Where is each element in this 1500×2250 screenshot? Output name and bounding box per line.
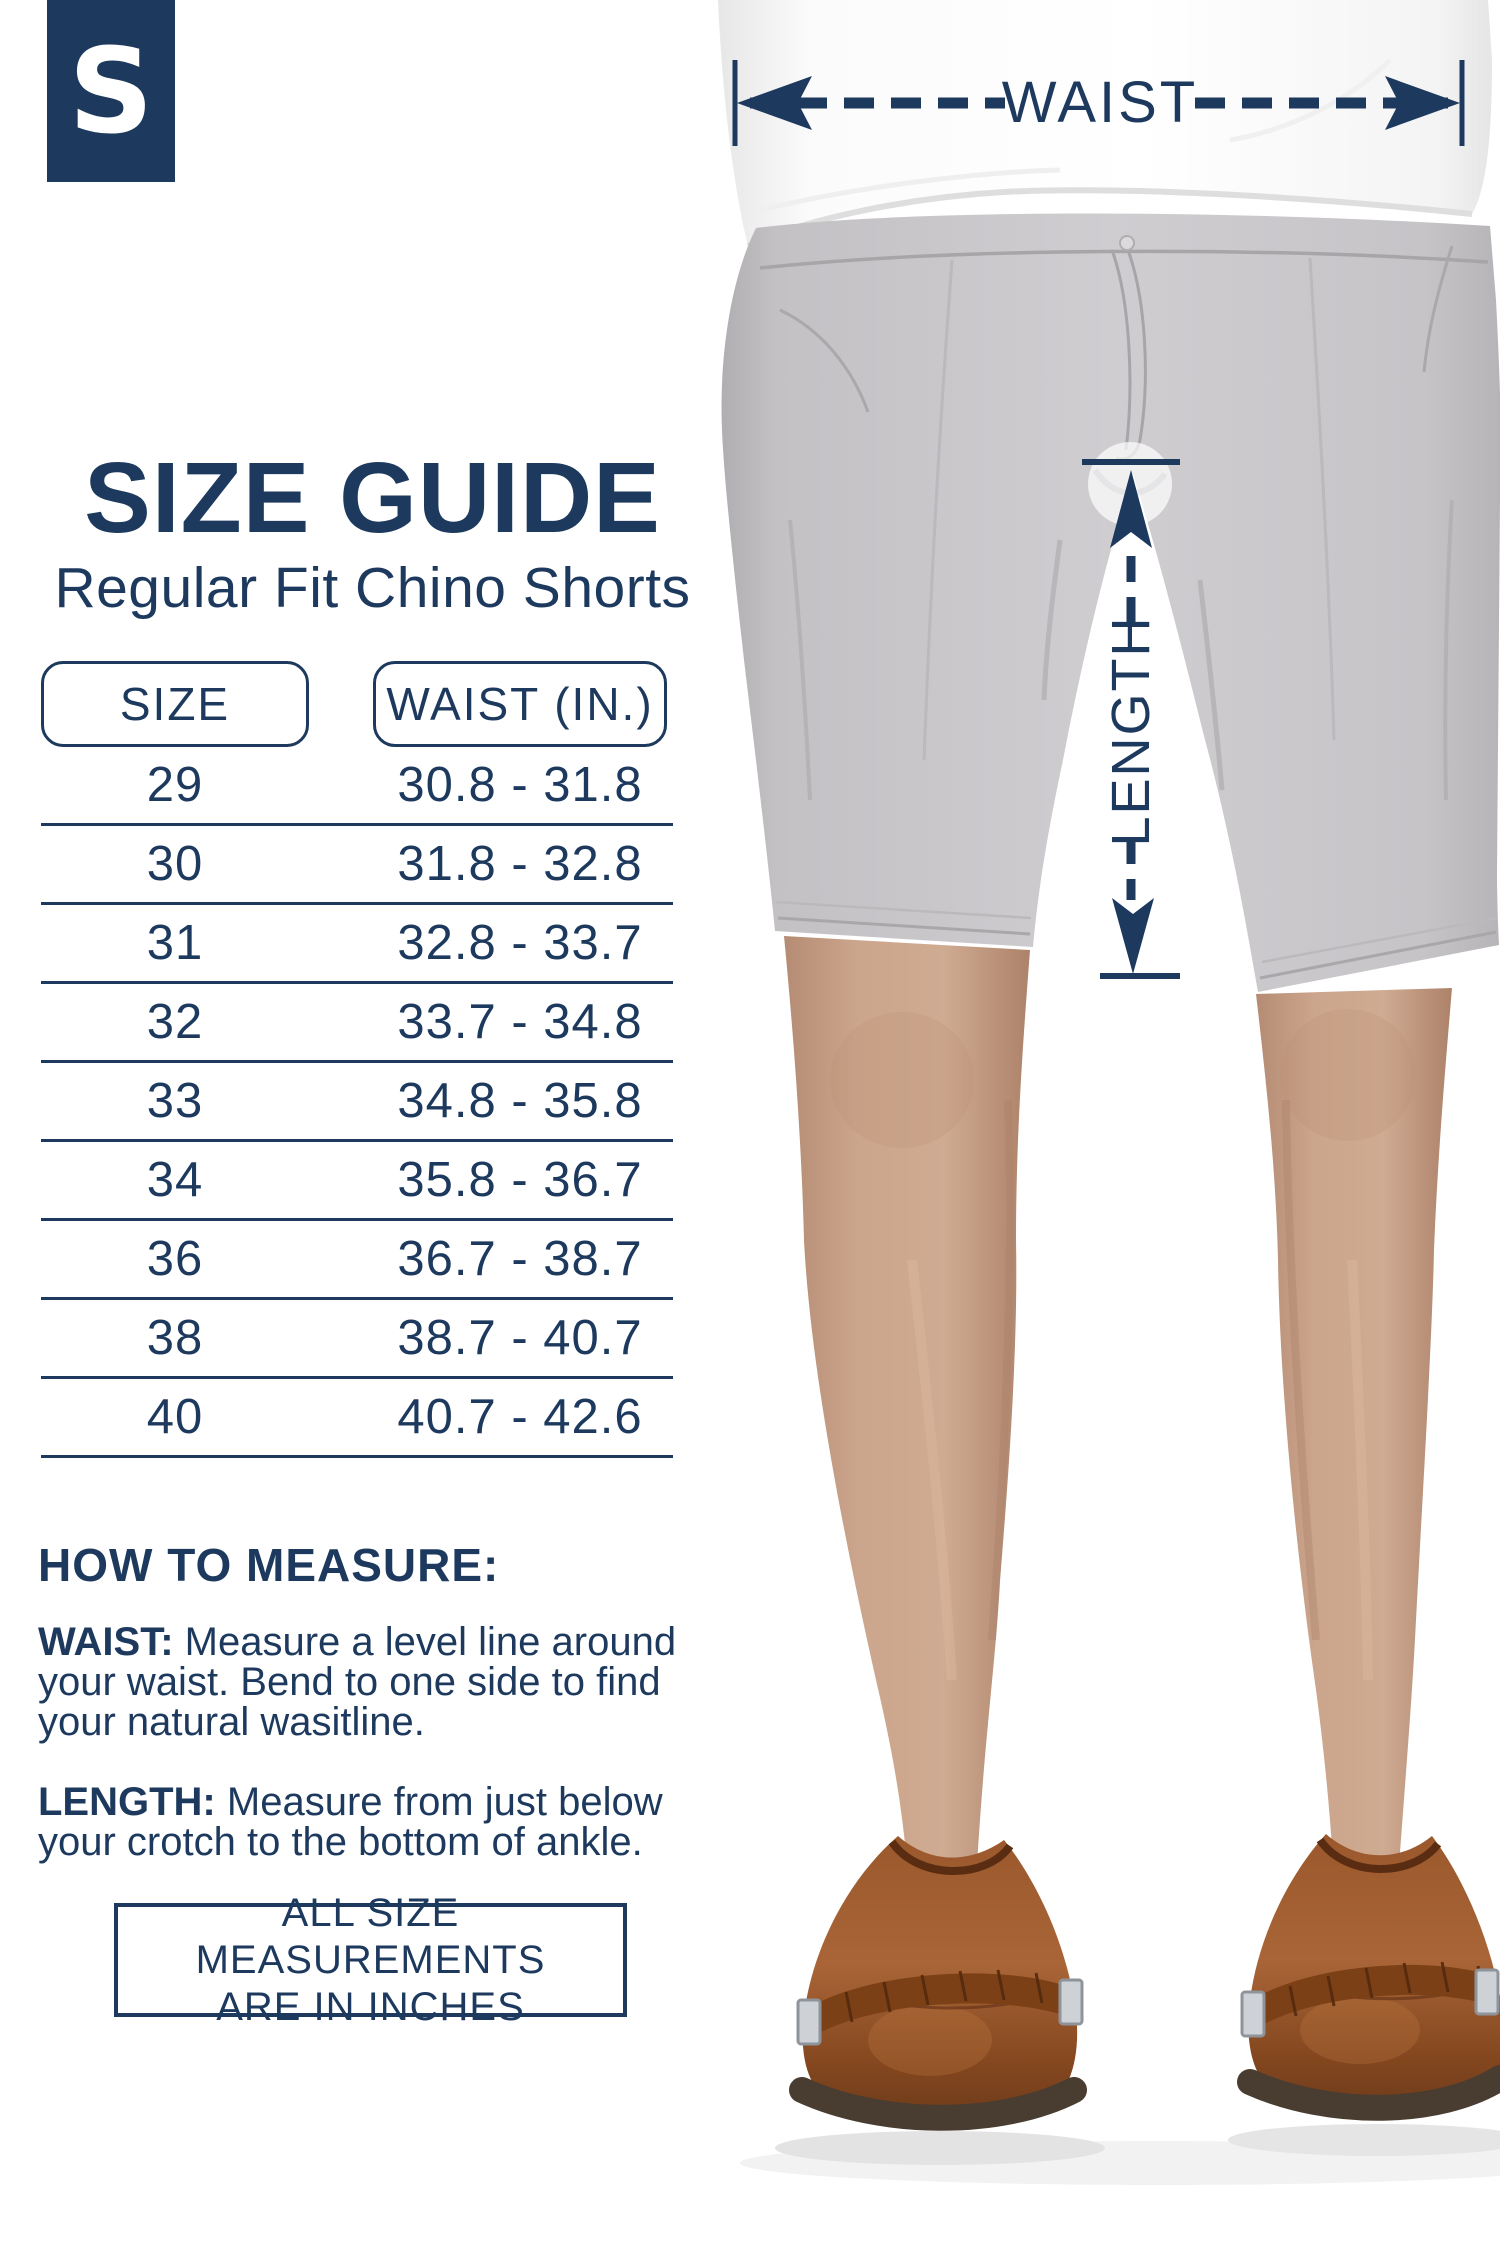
cell-size: 40	[146, 1390, 204, 1444]
note-line-2: ARE IN INCHES	[216, 1984, 525, 2029]
right-leg	[1256, 988, 1452, 1880]
page-subtitle: Regular Fit Chino Shorts	[54, 556, 691, 620]
cell-waist: 32.8 - 33.7	[397, 916, 643, 970]
left-shoe-shadow	[775, 2131, 1105, 2165]
table-row: 29 30.8 - 31.8	[41, 747, 673, 826]
right-shoe	[1237, 1834, 1500, 2121]
cell-waist: 40.7 - 42.6	[397, 1390, 643, 1444]
column-header-size: SIZE	[41, 661, 309, 747]
waist-label: WAIST	[1002, 70, 1199, 135]
table-row: 38 38.7 - 40.7	[41, 1300, 673, 1379]
length-instruction: LENGTH: Measure from just below your cro…	[38, 1782, 728, 1862]
cell-size: 32	[146, 995, 204, 1049]
length-measure-arrow: LENGTH	[1082, 442, 1212, 983]
table-row: 36 36.7 - 38.7	[41, 1221, 673, 1300]
table-header: SIZE WAIST (IN.)	[41, 661, 673, 747]
left-shoe	[789, 1836, 1087, 2131]
cell-size: 36	[146, 1232, 204, 1286]
cell-size: 31	[146, 916, 204, 970]
tshirt	[718, 0, 1492, 249]
waist-measure-arrow: WAIST	[732, 60, 1465, 146]
cell-waist: 38.7 - 40.7	[397, 1311, 643, 1365]
note-box: ALL SIZE MEASUREMENTS ARE IN INCHES	[114, 1891, 627, 2029]
legs	[784, 936, 1452, 1882]
table-row: 31 32.8 - 33.7	[41, 905, 673, 984]
table-body: 29 30.8 - 31.8 30 31.8 - 32.8 31 32.8 - 33.7 3…	[41, 747, 673, 1458]
page-title: SIZE GUIDE	[84, 442, 661, 554]
column-header-waist: WAIST (IN.)	[373, 661, 667, 747]
table-row: 34 35.8 - 36.7	[41, 1142, 673, 1221]
waist-instruction-text: Measure a level line around your waist. …	[38, 1620, 677, 1744]
length-instruction-text: Measure from just below your crotch to t…	[38, 1780, 663, 1864]
shorts	[721, 213, 1500, 992]
waist-instruction-label: WAIST:	[38, 1620, 174, 1664]
table-row: 33 34.8 - 35.8	[41, 1063, 673, 1142]
brand-logo: S	[47, 0, 175, 182]
cell-waist: 33.7 - 34.8	[397, 995, 643, 1049]
cell-waist: 31.8 - 32.8	[397, 837, 643, 891]
cell-waist: 34.8 - 35.8	[397, 1074, 643, 1128]
how-to-measure: HOW TO MEASURE: WAIST: Measure a level l…	[38, 1538, 728, 1902]
cell-size: 38	[146, 1311, 204, 1365]
table-row: 30 31.8 - 32.8	[41, 826, 673, 905]
cell-waist: 36.7 - 38.7	[397, 1232, 643, 1286]
cell-size: 33	[146, 1074, 204, 1128]
right-shoe-shadow	[1228, 2124, 1500, 2156]
logo-letter: S	[68, 22, 154, 160]
note-line-1: ALL SIZE MEASUREMENTS	[195, 1890, 546, 1982]
cell-size: 29	[146, 758, 204, 812]
length-label: LENGTH	[1101, 615, 1161, 846]
how-to-measure-heading: HOW TO MEASURE:	[38, 1539, 500, 1591]
table-row: 32 33.7 - 34.8	[41, 984, 673, 1063]
title-block: SIZE GUIDE Regular Fit Chino Shorts	[0, 446, 745, 621]
table-row: 40 40.7 - 42.6	[41, 1379, 673, 1458]
cell-waist: 30.8 - 31.8	[397, 758, 643, 812]
waist-instruction: WAIST: Measure a level line around your …	[38, 1622, 728, 1742]
cell-size: 34	[146, 1153, 204, 1207]
cell-size: 30	[146, 837, 204, 891]
cell-waist: 35.8 - 36.7	[397, 1153, 643, 1207]
size-table: SIZE WAIST (IN.) 29 30.8 - 31.8 30 31.8 - 3…	[41, 661, 673, 1458]
left-leg	[784, 936, 1030, 1882]
length-instruction-label: LENGTH:	[38, 1780, 216, 1824]
